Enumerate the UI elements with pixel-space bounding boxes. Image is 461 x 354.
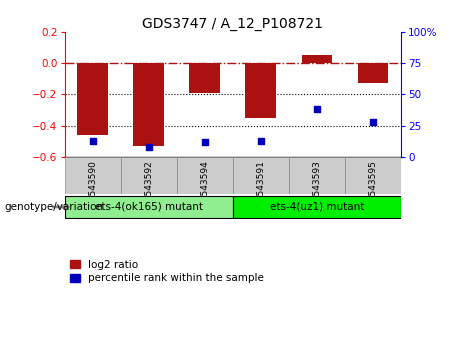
Point [89, 138, 96, 143]
Point [145, 144, 152, 150]
Text: GSM543590: GSM543590 [88, 160, 97, 215]
Bar [301, 55, 332, 63]
Title: GDS3747 / A_12_P108721: GDS3747 / A_12_P108721 [142, 17, 323, 31]
Bar [65, 196, 233, 218]
Legend: log2 ratio, percentile rank within the sample: log2 ratio, percentile rank within the s… [70, 260, 264, 283]
Bar [233, 196, 401, 218]
Point [201, 139, 208, 145]
Text: ets-4(uz1) mutant: ets-4(uz1) mutant [270, 201, 364, 211]
Bar [133, 63, 164, 146]
Point [313, 107, 321, 112]
Bar [245, 63, 276, 118]
Text: GSM543594: GSM543594 [200, 160, 209, 215]
Bar [345, 157, 401, 194]
Text: GSM543591: GSM543591 [256, 160, 266, 215]
Point [257, 138, 265, 143]
Bar [177, 157, 233, 194]
Text: GSM543592: GSM543592 [144, 160, 153, 215]
Bar [189, 63, 220, 93]
Point [369, 119, 377, 125]
Bar [77, 63, 108, 135]
Bar [289, 157, 345, 194]
Bar [233, 157, 289, 194]
Bar [65, 157, 121, 194]
Text: genotype/variation: genotype/variation [5, 202, 104, 212]
Text: ets-4(ok165) mutant: ets-4(ok165) mutant [95, 201, 203, 211]
Bar [358, 63, 389, 84]
Text: GSM543593: GSM543593 [313, 160, 321, 215]
Text: GSM543595: GSM543595 [368, 160, 378, 215]
Bar [121, 157, 177, 194]
